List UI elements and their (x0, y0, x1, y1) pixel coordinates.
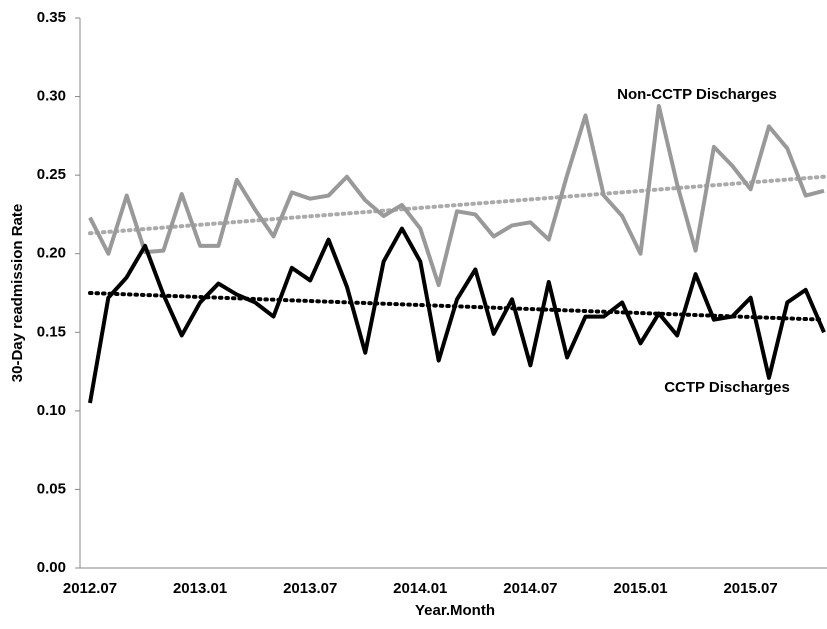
x-tick-label: 2014.01 (393, 580, 447, 597)
series-line (88, 226, 826, 404)
x-tick-label: 2012.07 (63, 580, 117, 597)
x-tick-label: 2015.07 (723, 580, 777, 597)
y-tick-label: 0.00 (37, 559, 66, 576)
y-tick-label: 0.25 (37, 166, 66, 183)
y-axis-title: 30-Day readmission Rate (9, 204, 26, 382)
y-tick-label: 0.35 (37, 9, 66, 26)
y-tick-label: 0.10 (37, 402, 66, 419)
y-tick-label: 0.20 (37, 245, 66, 262)
x-tick-label: 2013.01 (173, 580, 227, 597)
series-label: Non-CCTP Discharges (617, 86, 777, 103)
trend-line (88, 174, 826, 236)
y-tick-label: 0.05 (37, 480, 66, 497)
x-tick-label: 2013.07 (283, 580, 337, 597)
y-tick-label: 0.30 (37, 88, 66, 105)
y-tick-label: 0.15 (37, 323, 66, 340)
series-label: CCTP Discharges (664, 379, 790, 396)
x-tick-label: 2014.07 (503, 580, 557, 597)
trend-line (88, 291, 826, 322)
x-axis-title: Year.Month (415, 602, 495, 619)
series-line (88, 104, 825, 288)
x-tick-label: 2015.01 (613, 580, 667, 597)
